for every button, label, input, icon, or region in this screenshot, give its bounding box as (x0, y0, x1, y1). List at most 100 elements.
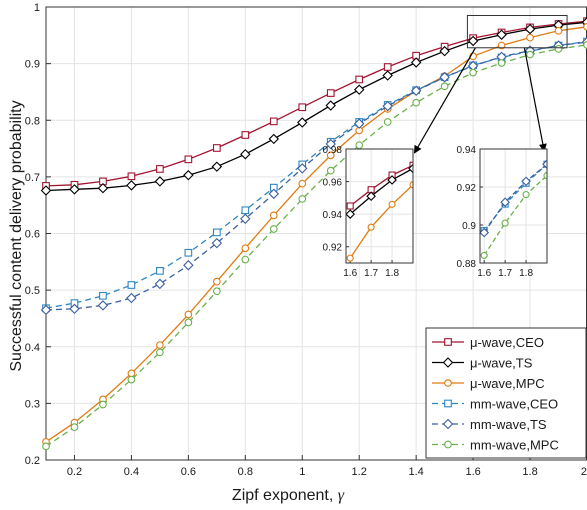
inset-data-point (346, 202, 354, 210)
data-point (126, 180, 137, 191)
inset-data-point (500, 197, 510, 208)
data-point (212, 228, 221, 237)
y-tick-label: 0.9 (25, 59, 40, 71)
inset-series-line (483, 163, 547, 233)
data-point (212, 144, 221, 152)
inset-series-μ-wave,MPC (346, 181, 413, 262)
legend-marker (442, 357, 454, 368)
data-point (268, 188, 280, 200)
legend-label: mm-wave,MPC (470, 438, 559, 453)
data-point (127, 281, 136, 289)
inset-data-point (521, 176, 531, 187)
inset-y-tick-label: 0.94 (323, 210, 343, 221)
series-line (45, 40, 587, 309)
data-point (412, 98, 421, 107)
data-point (353, 118, 365, 129)
data-point (298, 179, 307, 188)
inset-data-point (388, 200, 396, 208)
legend-entry: μ-wave,CEO (432, 335, 544, 350)
series-μ-wave,CEO (42, 17, 587, 190)
inset-y-tick-label: 0.9 (462, 221, 476, 232)
series-line (45, 21, 587, 192)
data-point (211, 237, 223, 249)
inset-y-tick-label: 0.88 (457, 259, 477, 270)
x-tick-label: 0.2 (67, 466, 82, 478)
inset-x-tick-label: 1.6 (343, 268, 357, 279)
x-axis-label: Zipf exponent, γ (232, 487, 345, 504)
x-tick-label: 0.6 (181, 466, 196, 478)
inset-series-μ-wave,TS (346, 163, 413, 219)
data-point (524, 23, 536, 35)
data-point (326, 151, 335, 160)
legend-label: μ-wave,MPC (470, 376, 545, 391)
data-point (383, 118, 392, 126)
data-point (326, 89, 335, 97)
inset-plot-1: 1.6 1.7 1.8 0.92 0.94 0.96 0.98 (323, 145, 414, 279)
legend-entry: mm-wave,MPC (432, 438, 559, 453)
data-point (353, 84, 365, 95)
data-point (40, 185, 52, 196)
inset-series (346, 161, 413, 262)
x-tick-label: 1.8 (522, 466, 537, 478)
x-tick-label: 1.4 (409, 466, 424, 478)
data-point (440, 82, 449, 91)
inset-data-point (387, 175, 397, 185)
data-point (554, 45, 563, 53)
data-point (439, 71, 450, 83)
data-point (240, 213, 251, 225)
x-tick-label: 1.6 (465, 466, 480, 478)
data-point (154, 278, 166, 290)
data-point (211, 161, 223, 172)
data-point (241, 244, 250, 253)
inset-x-tick-label: 1.6 (477, 268, 491, 279)
series-mm-wave,TS (40, 36, 587, 316)
series-line (45, 44, 587, 447)
data-point (269, 117, 278, 126)
inset-data-point (367, 223, 375, 231)
inset-data-point (522, 191, 530, 199)
legend-marker (444, 379, 452, 387)
legend-label: mm-wave,TS (470, 417, 547, 432)
data-point (156, 348, 164, 357)
data-point (496, 29, 507, 40)
data-point (410, 85, 422, 97)
inset-series-line (349, 164, 413, 207)
data-point (326, 166, 335, 175)
data-point (383, 63, 392, 71)
data-point (268, 133, 280, 145)
data-point (97, 182, 109, 194)
inset-data-point (542, 159, 547, 170)
inset-x-tick-label: 1.7 (364, 268, 378, 279)
data-point (154, 176, 166, 187)
data-point (240, 148, 251, 160)
inset-frame (479, 148, 548, 264)
inset-data-point (346, 209, 356, 219)
zoom-pointers (413, 47, 547, 154)
x-tick-label: 0.4 (124, 466, 139, 478)
inset-data-point (480, 227, 490, 238)
inset-area (480, 149, 547, 263)
inset-data-point (346, 254, 354, 262)
series-line (45, 41, 587, 311)
data-point (69, 303, 80, 315)
inset-data-point (501, 219, 509, 227)
legend-marker (442, 418, 454, 430)
y-tick-label: 0.6 (25, 229, 40, 241)
data-point (526, 33, 534, 42)
inset-y-tick-label: 0.92 (457, 183, 477, 194)
zoom-arrow-2 (523, 47, 547, 152)
inset-plot-2: 1.6 1.7 1.8 0.88 0.9 0.92 0.94 (457, 145, 548, 279)
data-point (127, 369, 136, 378)
data-point (184, 318, 193, 327)
data-point (241, 131, 250, 139)
data-point (469, 68, 477, 77)
data-point (212, 287, 221, 296)
legend-entry: mm-wave,CEO (432, 397, 558, 412)
data-point (183, 259, 194, 271)
data-point (355, 141, 364, 150)
x-tick-label: 2 (581, 466, 587, 478)
inset-y-tick-label: 0.96 (323, 178, 343, 189)
legend-box (425, 327, 587, 459)
legend-marker (444, 338, 452, 346)
y-tick-label: 0.7 (25, 172, 40, 184)
